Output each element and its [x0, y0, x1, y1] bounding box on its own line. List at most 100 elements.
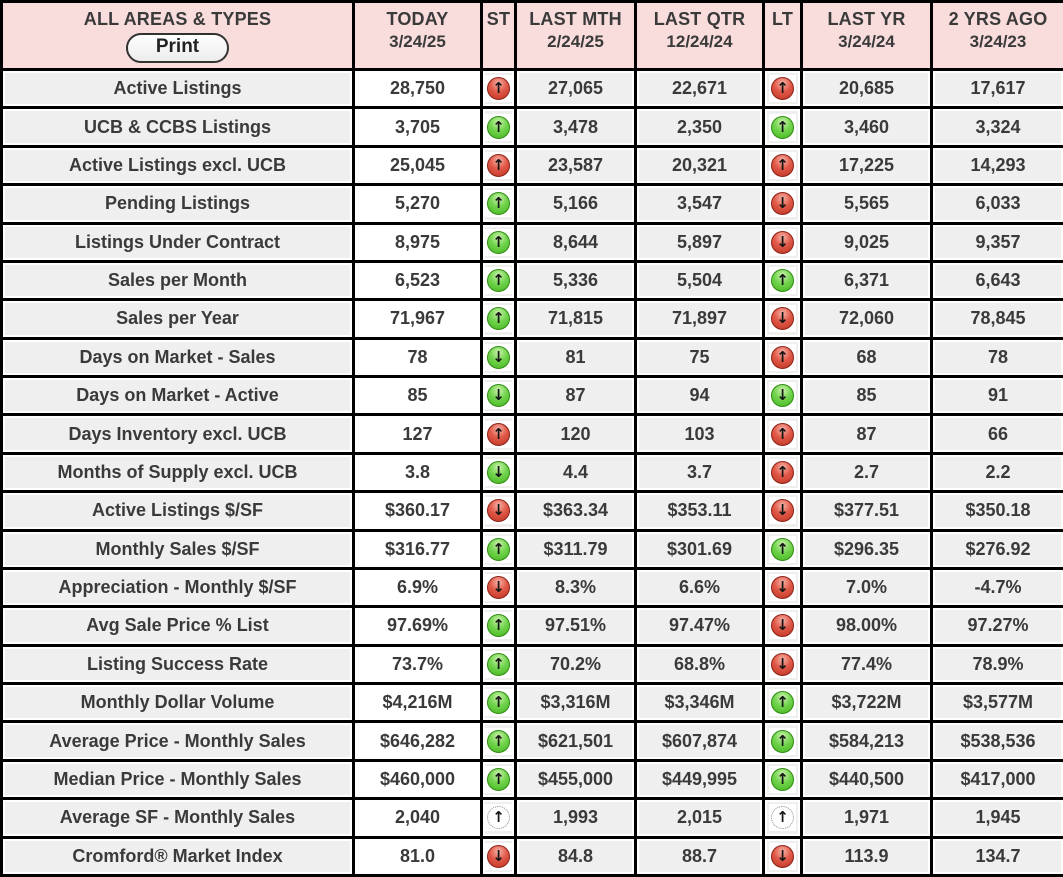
metric-label: UCB & CCBS Listings	[0, 106, 355, 148]
col-label: 2 YRS AGO	[948, 9, 1048, 29]
area-title: ALL AREAS & TYPES	[83, 9, 272, 29]
metric-label: Active Listings	[0, 67, 355, 110]
table-row: Sales per Year 71,967 ↑ 71,815 71,897 ↓ …	[0, 298, 1063, 340]
green-up-arrow-icon: ↑	[771, 537, 794, 561]
metric-label: Sales per Year	[0, 298, 355, 340]
metric-label: Sales per Month	[0, 259, 355, 302]
today-value: 127	[352, 413, 483, 455]
last-qtr-value: $3,346M	[634, 681, 765, 724]
last-mth-value: 8.3%	[514, 566, 637, 609]
last-yr-value: $377.51	[800, 490, 933, 532]
red-down-arrow-icon: ↓	[771, 499, 794, 523]
metric-label: Days Inventory excl. UCB	[0, 413, 355, 455]
red-up-arrow-icon: ↑	[771, 460, 794, 484]
table-row: Days Inventory excl. UCB 127 ↑ 120 103 ↑…	[0, 413, 1063, 455]
metric-label: Active Listings $/SF	[0, 490, 355, 532]
last-mth-value: $621,501	[514, 720, 637, 762]
green-up-arrow-icon: ↑	[771, 691, 794, 715]
today-value: 6,523	[352, 259, 483, 302]
green-up-arrow-icon: ↑	[487, 767, 510, 791]
last-mth-value: 23,587	[514, 144, 637, 187]
red-down-arrow-icon: ↓	[771, 307, 794, 331]
last-yr-value: 7.0%	[800, 566, 933, 609]
col-label: ST	[486, 9, 511, 29]
green-down-arrow-icon: ↓	[771, 384, 794, 408]
header-row: ALL AREAS & TYPES Print TODAY 3/24/25 ST…	[0, 0, 1063, 71]
col-header-lt: LT	[762, 0, 803, 71]
indicator-icon-box: ↓	[769, 650, 796, 678]
col-date: 3/24/23	[969, 32, 1027, 51]
metric-label: Months of Supply excl. UCB	[0, 451, 355, 494]
last-qtr-value: 2,015	[634, 797, 765, 839]
green-up-arrow-icon: ↑	[487, 269, 510, 293]
table-row: Cromford® Market Index 81.0 ↓ 84.8 88.7 …	[0, 835, 1063, 877]
table-row: Appreciation - Monthly $/SF 6.9% ↓ 8.3% …	[0, 566, 1063, 609]
indicator-icon-box: ↑	[485, 650, 512, 678]
last-qtr-value: 71,897	[634, 298, 765, 340]
lt-indicator-cell: ↓	[762, 221, 803, 263]
today-value: 6.9%	[352, 566, 483, 609]
lt-indicator-cell: ↑	[762, 797, 803, 839]
indicator-icon-box: ↓	[769, 228, 796, 256]
lt-indicator-cell: ↓	[762, 298, 803, 340]
two-yrs-ago-value: 9,357	[930, 221, 1063, 263]
st-indicator-cell: ↓	[480, 374, 517, 417]
last-qtr-value: 97.47%	[634, 605, 765, 647]
last-qtr-value: 20,321	[634, 144, 765, 187]
red-down-arrow-icon: ↓	[771, 230, 794, 254]
indicator-icon-box: ↓	[769, 382, 796, 410]
col-label: TODAY	[386, 9, 449, 29]
today-value: 2,040	[352, 797, 483, 839]
st-indicator-cell: ↑	[480, 413, 517, 455]
two-yrs-ago-value: 78	[930, 336, 1063, 379]
green-up-arrow-icon: ↑	[487, 614, 510, 638]
last-qtr-value: $301.69	[634, 528, 765, 570]
metric-label: Days on Market - Sales	[0, 336, 355, 379]
last-mth-value: $3,316M	[514, 681, 637, 724]
last-qtr-value: $449,995	[634, 758, 765, 801]
green-up-arrow-icon: ↑	[487, 230, 510, 254]
last-qtr-value: $607,874	[634, 720, 765, 762]
lt-indicator-cell: ↑	[762, 413, 803, 455]
table-row: Active Listings $/SF $360.17 ↓ $363.34 $…	[0, 490, 1063, 532]
indicator-icon-box: ↑	[769, 804, 796, 832]
lt-indicator-cell: ↓	[762, 374, 803, 417]
indicator-icon-box: ↓	[769, 612, 796, 640]
lt-indicator-cell: ↑	[762, 336, 803, 379]
metric-label: Pending Listings	[0, 183, 355, 225]
last-yr-value: 20,685	[800, 67, 933, 110]
today-value: 71,967	[352, 298, 483, 340]
last-yr-value: 6,371	[800, 259, 933, 302]
lt-indicator-cell: ↑	[762, 106, 803, 148]
indicator-icon-box: ↑	[769, 151, 796, 179]
col-label: LT	[771, 9, 794, 29]
last-yr-value: 17,225	[800, 144, 933, 187]
st-indicator-cell: ↓	[480, 451, 517, 494]
red-up-arrow-icon: ↑	[771, 153, 794, 177]
metrics-tbody: Active Listings 28,750 ↑ 27,065 22,671 ↑…	[0, 67, 1063, 877]
last-mth-value: 1,993	[514, 797, 637, 839]
green-up-arrow-icon: ↑	[487, 537, 510, 561]
indicator-icon-box: ↓	[485, 458, 512, 486]
indicator-icon-box: ↑	[485, 689, 512, 717]
indicator-icon-box: ↑	[485, 113, 512, 141]
two-yrs-ago-value: $3,577M	[930, 681, 1063, 724]
print-button[interactable]: Print	[125, 33, 230, 63]
last-qtr-value: 75	[634, 336, 765, 379]
last-mth-value: 70.2%	[514, 643, 637, 686]
last-mth-value: 71,815	[514, 298, 637, 340]
lt-indicator-cell: ↑	[762, 451, 803, 494]
indicator-icon-box: ↓	[485, 382, 512, 410]
last-qtr-value: 6.6%	[634, 566, 765, 609]
last-mth-value: 3,478	[514, 106, 637, 148]
lt-indicator-cell: ↓	[762, 183, 803, 225]
green-up-arrow-icon: ↑	[771, 729, 794, 753]
green-up-arrow-icon: ↑	[771, 115, 794, 139]
two-yrs-ago-value: 2.2	[930, 451, 1063, 494]
two-yrs-ago-value: 97.27%	[930, 605, 1063, 647]
lt-indicator-cell: ↓	[762, 835, 803, 877]
last-yr-value: 68	[800, 336, 933, 379]
lt-indicator-cell: ↓	[762, 490, 803, 532]
indicator-icon-box: ↑	[769, 458, 796, 486]
table-row: Monthly Dollar Volume $4,216M ↑ $3,316M …	[0, 681, 1063, 724]
